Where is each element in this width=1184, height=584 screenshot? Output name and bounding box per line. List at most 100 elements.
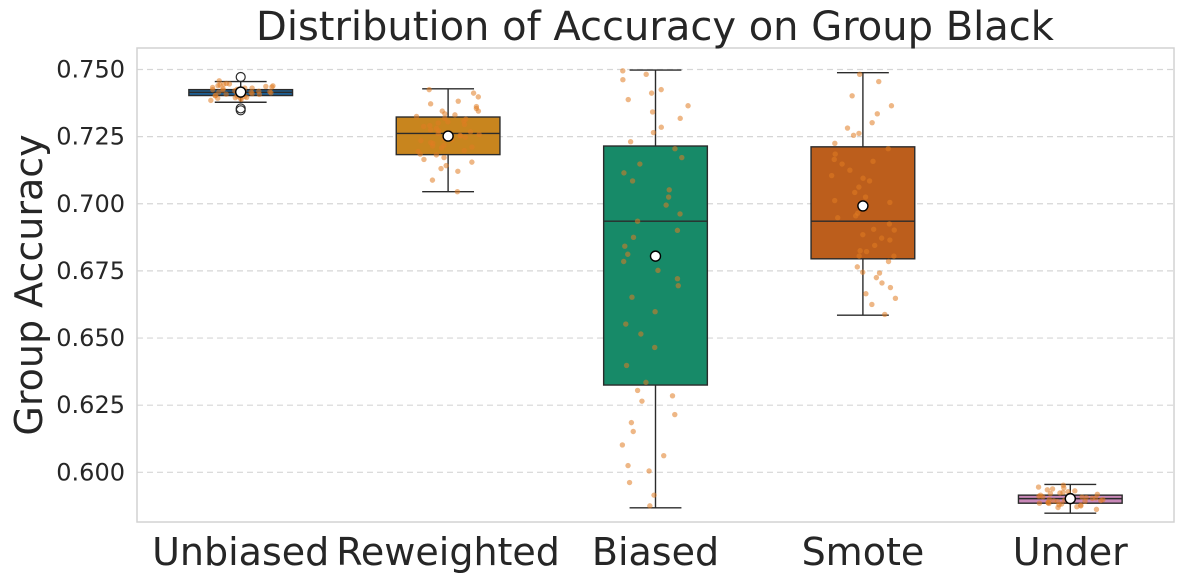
- strip-point: [215, 95, 221, 101]
- mean-layer: [234, 86, 1077, 505]
- strip-point: [870, 226, 877, 232]
- strip-point: [427, 122, 433, 129]
- strip-point: [467, 129, 474, 135]
- mean-marker: [649, 250, 662, 262]
- strip-point: [1051, 498, 1057, 504]
- strip-point: [623, 362, 630, 369]
- strip-point: [469, 144, 475, 150]
- strip-point: [863, 291, 869, 297]
- strip-point: [646, 468, 652, 474]
- strip-point: [891, 253, 897, 259]
- strip-point: [427, 101, 434, 107]
- strip-point: [856, 184, 862, 190]
- chart-title: Distribution of Accuracy on Group Black: [256, 4, 1055, 50]
- strip-point: [413, 113, 420, 120]
- x-tick-label: Unbiased: [152, 530, 329, 574]
- y-tick-label: 0.650: [56, 324, 125, 352]
- strip-point: [469, 159, 475, 165]
- y-tick-label: 0.675: [56, 257, 125, 285]
- strip-point: [658, 86, 664, 93]
- strip-point: [1035, 484, 1042, 490]
- strip-point: [462, 134, 468, 140]
- strip-point: [828, 172, 835, 179]
- strip-point: [473, 103, 480, 110]
- strip-point: [1074, 503, 1080, 510]
- strip-point: [452, 112, 458, 118]
- strip-point: [655, 267, 661, 274]
- strip-point: [435, 120, 441, 126]
- strip-point: [849, 93, 855, 99]
- strip-point: [665, 194, 672, 200]
- strip-point: [862, 194, 869, 200]
- strip-point: [626, 479, 633, 486]
- mean-marker: [1064, 492, 1077, 505]
- strip-point: [677, 211, 683, 217]
- strip-point: [850, 132, 857, 138]
- y-axis-label: Group Accuracy: [7, 134, 51, 435]
- strip-point: [885, 258, 892, 265]
- strip-point: [208, 97, 214, 104]
- strip-point: [677, 115, 683, 122]
- strip-point: [860, 231, 866, 238]
- strip-point: [627, 139, 634, 145]
- y-tick-label: 0.725: [56, 123, 125, 151]
- strip-point: [666, 187, 672, 193]
- strip-point: [438, 165, 444, 172]
- strip-point: [442, 115, 448, 122]
- strip-point: [1089, 495, 1095, 502]
- strip-point: [832, 140, 838, 147]
- strip-point: [857, 248, 863, 254]
- strip-point: [619, 442, 626, 448]
- strip-point: [651, 492, 657, 498]
- strip-point: [1093, 506, 1100, 513]
- strip-point: [1061, 485, 1067, 491]
- strip-point: [672, 146, 678, 152]
- strip-point: [216, 89, 222, 95]
- strip-point: [892, 295, 899, 301]
- outlier-point: [235, 105, 246, 116]
- strip-point: [832, 197, 838, 204]
- y-tick-label: 0.700: [56, 190, 125, 218]
- grid-layer: [137, 68, 1174, 473]
- strip-point: [639, 398, 645, 404]
- strip-point: [860, 269, 866, 275]
- strip-point: [652, 309, 658, 315]
- strip-point: [844, 125, 851, 131]
- strip-point: [455, 98, 461, 104]
- box-biased: [602, 69, 709, 509]
- strip-point: [1079, 494, 1085, 500]
- strip-point: [629, 294, 635, 300]
- strip-point: [630, 428, 636, 435]
- strip-point: [663, 202, 669, 208]
- x-tick-label: Biased: [592, 530, 719, 574]
- strip-point: [674, 275, 681, 282]
- strip-point: [852, 213, 859, 219]
- strip-point: [886, 221, 893, 227]
- strip-point: [870, 158, 876, 165]
- strip-point: [860, 175, 866, 181]
- strip-point: [1072, 488, 1078, 494]
- strip-point: [831, 156, 837, 163]
- x-tick-label: Smote: [802, 530, 925, 574]
- y-tick-label: 0.750: [56, 55, 125, 83]
- strip-point: [263, 83, 269, 90]
- strip-layer: [208, 68, 1106, 513]
- strip-point: [634, 218, 641, 224]
- strip-point: [879, 280, 885, 286]
- mean-marker: [857, 200, 869, 212]
- mean-marker: [442, 130, 454, 142]
- strip-point: [1045, 499, 1051, 506]
- strip-point: [648, 90, 655, 96]
- strip-point: [887, 284, 894, 291]
- strip-point: [669, 393, 676, 399]
- strip-point: [1036, 493, 1042, 499]
- strip-point: [839, 161, 845, 167]
- strip-point: [869, 301, 875, 308]
- strip-point: [475, 94, 482, 100]
- strip-point: [421, 156, 427, 163]
- strip-point: [629, 178, 636, 184]
- strip-point: [256, 88, 262, 94]
- strip-point: [1049, 486, 1056, 492]
- strip-point: [1083, 494, 1089, 501]
- strip-point: [661, 452, 667, 459]
